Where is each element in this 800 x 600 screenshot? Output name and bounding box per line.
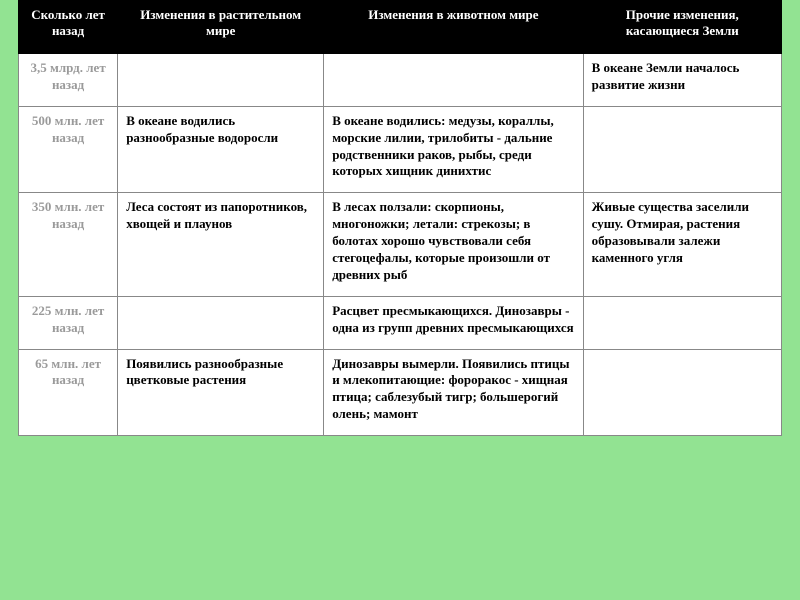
cell-other: В океане Земли началось развитие жизни [583,54,781,107]
cell-plants [118,54,324,107]
cell-animals: В лесах ползали: скорпионы, многоножки; … [324,193,583,296]
col-header-plants: Изменения в растительном мире [118,1,324,54]
table-row: 350 млн. лет назад Леса состоят из папор… [19,193,782,296]
cell-plants: В океане водились разнообразные водоросл… [118,106,324,193]
col-header-animals: Изменения в животном мире [324,1,583,54]
cell-time: 225 млн. лет назад [19,296,118,349]
table-row: 225 млн. лет назад Расцвет пресмыкающихс… [19,296,782,349]
header-row: Сколько лет назад Изменения в растительн… [19,1,782,54]
history-table: Сколько лет назад Изменения в растительн… [18,0,782,436]
col-header-other: Прочие изменения, касающиеся Земли [583,1,781,54]
page-wrap: Сколько лет назад Изменения в растительн… [0,0,800,436]
cell-animals: Расцвет пресмыкающихся. Динозавры - одна… [324,296,583,349]
cell-plants: Леса состоят из папоротников, хвощей и п… [118,193,324,296]
cell-plants [118,296,324,349]
cell-time: 350 млн. лет назад [19,193,118,296]
cell-time: 65 млн. лет назад [19,349,118,436]
cell-animals [324,54,583,107]
table-row: 3,5 млрд. лет назад В океане Земли начал… [19,54,782,107]
cell-other: Живые существа заселили сушу. Отмирая, р… [583,193,781,296]
table-row: 500 млн. лет назад В океане водились раз… [19,106,782,193]
cell-time: 500 млн. лет назад [19,106,118,193]
cell-plants: Появились разнообразные цветковые растен… [118,349,324,436]
col-header-time: Сколько лет назад [19,1,118,54]
cell-other [583,349,781,436]
cell-animals: Динозавры вымерли. Появились птицы и мле… [324,349,583,436]
cell-other [583,106,781,193]
cell-animals: В океане водились: медузы, кораллы, морс… [324,106,583,193]
table-row: 65 млн. лет назад Появились разнообразны… [19,349,782,436]
cell-other [583,296,781,349]
cell-time: 3,5 млрд. лет назад [19,54,118,107]
